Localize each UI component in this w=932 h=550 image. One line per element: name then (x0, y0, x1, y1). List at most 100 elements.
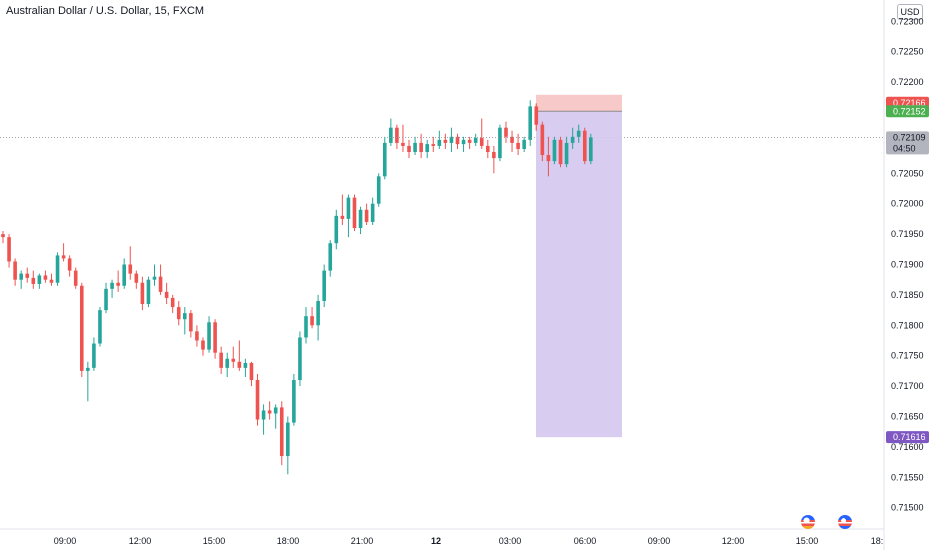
candle-body (225, 358, 230, 368)
candle (104, 282, 108, 314)
price-tick-label: 0.72300 (891, 16, 924, 26)
candle (249, 361, 254, 387)
candle-body (376, 176, 381, 204)
candle-body (67, 258, 72, 271)
price-tick-label: 0.72250 (891, 47, 924, 57)
take-profit-zone (536, 111, 622, 438)
candle (425, 139, 429, 159)
candle-body (564, 142, 569, 165)
time-tick-label: 12 (431, 536, 441, 546)
candle (437, 130, 442, 149)
stop-loss-zone (536, 94, 622, 112)
candle (358, 206, 363, 235)
candle (213, 319, 217, 359)
candle-body (292, 380, 296, 423)
candle-body (328, 243, 333, 271)
candle-body (589, 137, 593, 162)
candle (413, 136, 417, 156)
candle-body (79, 285, 84, 371)
candle (19, 270, 23, 289)
candle (292, 373, 296, 426)
candle-body (419, 142, 423, 153)
candle (534, 103, 539, 131)
price-tick-label: 0.72200 (891, 77, 924, 87)
candle (316, 294, 320, 341)
candle-body (352, 197, 357, 229)
candle (322, 264, 326, 308)
candle (576, 124, 581, 143)
stop-price-text: 0.72166 (893, 98, 926, 108)
candle-body (86, 367, 90, 371)
time-tick-label: 15:00 (203, 536, 226, 546)
candle-body (558, 139, 563, 165)
candle-body (49, 279, 54, 283)
candle (37, 273, 42, 289)
candle-body (510, 136, 514, 143)
candle (61, 243, 66, 262)
candle-body (467, 139, 472, 143)
candle (504, 121, 508, 143)
candle-body (176, 307, 181, 320)
candle-body (201, 340, 205, 350)
candle-body (25, 273, 30, 278)
us-flag-icon[interactable] (801, 515, 815, 529)
candle-body (267, 410, 272, 414)
target-price-text: 0.71616 (893, 432, 926, 442)
candle (55, 252, 60, 286)
entry-price-text: 0.72152 (893, 106, 926, 116)
candle (486, 139, 490, 159)
candle (98, 307, 102, 347)
candle (152, 264, 157, 286)
candle-body (576, 130, 581, 137)
price-tick-label: 0.71800 (891, 320, 924, 330)
candle (43, 270, 48, 283)
candle-body (13, 261, 17, 280)
candle (122, 258, 126, 289)
candle (401, 124, 405, 153)
price-tick-label: 0.71700 (891, 381, 924, 391)
candle (370, 197, 375, 225)
candle-body (534, 106, 539, 125)
candle-body (364, 209, 369, 222)
candle-body (346, 197, 351, 219)
candle (473, 133, 478, 146)
candle (189, 310, 193, 338)
candle (13, 258, 17, 286)
candle (7, 234, 11, 268)
candle (510, 130, 514, 153)
entry-price-tag-bg (886, 105, 929, 118)
candle-body (401, 142, 405, 146)
candle-body (152, 276, 157, 280)
candle (1, 231, 5, 244)
candle-body (389, 127, 393, 143)
candle-body (128, 264, 133, 274)
candle (73, 267, 78, 289)
candle (201, 337, 205, 356)
candle (570, 127, 575, 149)
currency-button[interactable]: USD (897, 4, 923, 20)
candle (67, 255, 72, 277)
candle-body (492, 152, 496, 159)
entry-price-tag: 0.72152 (886, 105, 929, 118)
candle (407, 139, 411, 159)
price-tick-label: 0.72050 (891, 168, 924, 178)
candle-body (243, 363, 248, 368)
candle-body (540, 124, 545, 156)
us-flag-icon[interactable] (838, 515, 852, 529)
candle-body (104, 288, 108, 311)
time-tick-label: 12:00 (722, 536, 745, 546)
candle-body (358, 209, 363, 229)
candle-body (122, 264, 126, 286)
time-tick-label: 06:00 (574, 536, 597, 546)
candle-body (431, 144, 436, 146)
candle-body (310, 316, 314, 326)
candle (492, 145, 496, 174)
candle-body (298, 337, 302, 381)
time-tick-label: 03:00 (499, 536, 522, 546)
candle (170, 294, 175, 314)
candle (92, 337, 96, 371)
candle-body (19, 273, 23, 280)
